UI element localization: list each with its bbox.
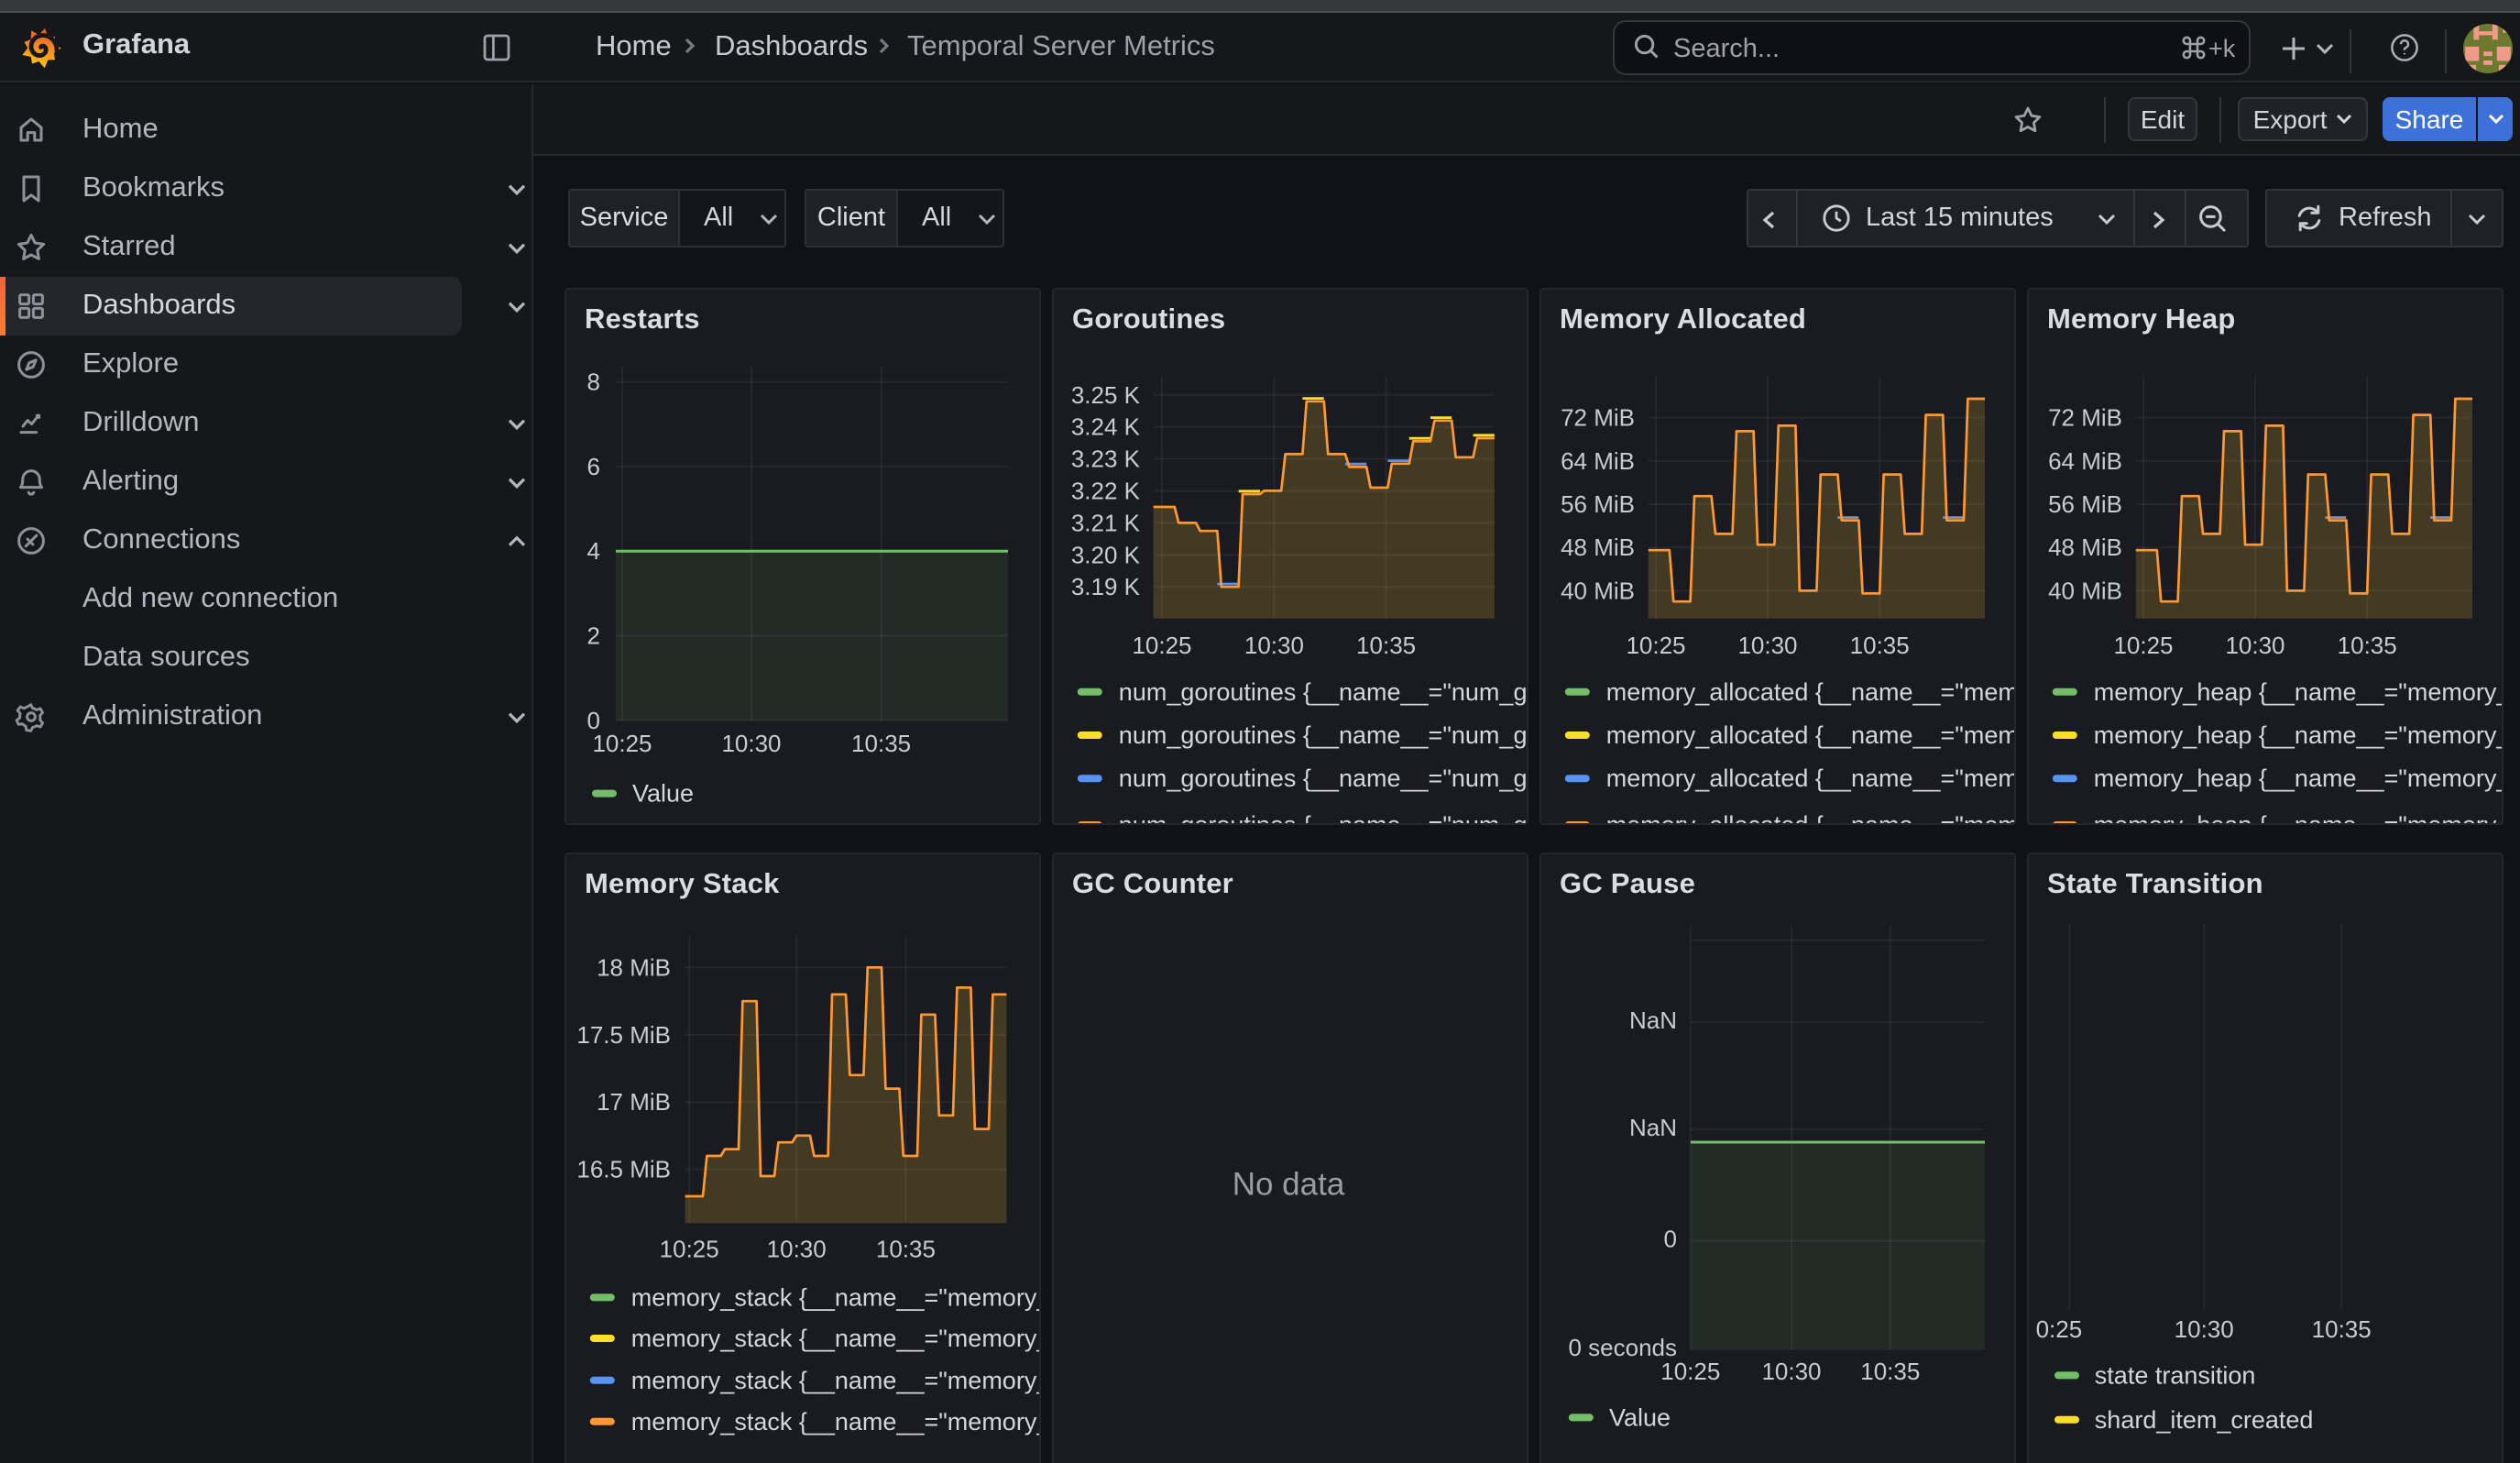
- svg-text:10:25: 10:25: [1660, 1358, 1720, 1385]
- svg-text:72 MiB: 72 MiB: [2048, 404, 2122, 432]
- svg-text:memory_stack {__name__="memory: memory_stack {__name__="memory_stack", i…: [631, 1367, 1041, 1394]
- svg-text:3.23 K: 3.23 K: [1071, 446, 1141, 473]
- svg-text:memory_heap {__name__="memory_: memory_heap {__name__="memory_heap", ins…: [2094, 811, 2504, 825]
- svg-text:num_goroutines {__name__="num_: num_goroutines {__name__="num_goroutines…: [1119, 678, 1528, 706]
- svg-text:num_goroutines {__name__="num_: num_goroutines {__name__="num_goroutines…: [1119, 811, 1528, 825]
- svg-text:3.22 K: 3.22 K: [1071, 478, 1141, 505]
- svg-text:10:35: 10:35: [1860, 1358, 1920, 1385]
- svg-text:10:25: 10:25: [1626, 632, 1685, 659]
- svg-text:48 MiB: 48 MiB: [1561, 534, 1635, 561]
- svg-text:shard_item_created: shard_item_created: [2095, 1406, 2314, 1434]
- svg-text:10:30: 10:30: [2225, 632, 2284, 659]
- svg-text:Value: Value: [632, 780, 694, 808]
- svg-text:3.19 K: 3.19 K: [1071, 573, 1141, 600]
- svg-text:0: 0: [587, 707, 600, 734]
- svg-text:memory_heap {__name__="memory_: memory_heap {__name__="memory_heap", ins…: [2094, 764, 2504, 792]
- svg-text:10:35: 10:35: [1850, 632, 1910, 659]
- svg-text:10:25: 10:25: [592, 730, 652, 757]
- svg-text:3.20 K: 3.20 K: [1071, 541, 1141, 568]
- svg-text:memory_stack {__name__="memory: memory_stack {__name__="memory_stack", i…: [631, 1408, 1041, 1436]
- svg-text:64 MiB: 64 MiB: [2048, 447, 2122, 475]
- svg-text:6: 6: [587, 453, 600, 480]
- svg-text:40 MiB: 40 MiB: [2048, 577, 2122, 604]
- svg-text:Value: Value: [1609, 1403, 1671, 1431]
- svg-text:3.21 K: 3.21 K: [1071, 509, 1141, 536]
- svg-text:memory_allocated {__name__="me: memory_allocated {__name__="memory_alloc…: [1606, 721, 2016, 749]
- svg-text:0:25: 0:25: [2036, 1315, 2083, 1343]
- svg-text:10:35: 10:35: [1356, 632, 1416, 659]
- svg-text:memory_allocated {__name__="me: memory_allocated {__name__="memory_alloc…: [1606, 811, 2016, 825]
- svg-text:10:35: 10:35: [876, 1236, 936, 1263]
- svg-text:72 MiB: 72 MiB: [1561, 404, 1635, 432]
- svg-text:10:25: 10:25: [660, 1236, 719, 1263]
- svg-text:10:25: 10:25: [2113, 632, 2173, 659]
- svg-text:No data: No data: [1233, 1167, 1345, 1203]
- svg-text:10:30: 10:30: [1761, 1358, 1821, 1385]
- svg-text:10:25: 10:25: [1132, 632, 1191, 659]
- svg-text:10:35: 10:35: [851, 730, 911, 757]
- svg-text:40 MiB: 40 MiB: [1561, 577, 1635, 604]
- svg-text:18 MiB: 18 MiB: [597, 953, 671, 981]
- svg-text:16.5 MiB: 16.5 MiB: [576, 1156, 671, 1183]
- svg-text:memory_allocated {__name__="me: memory_allocated {__name__="memory_alloc…: [1606, 678, 2016, 706]
- svg-text:64 MiB: 64 MiB: [1561, 447, 1635, 475]
- svg-text:NaN: NaN: [1629, 1006, 1677, 1034]
- svg-text:memory_stack {__name__="memory: memory_stack {__name__="memory_stack", i…: [631, 1325, 1041, 1352]
- svg-text:2: 2: [587, 622, 600, 649]
- svg-text:48 MiB: 48 MiB: [2048, 534, 2122, 561]
- svg-text:10:30: 10:30: [2175, 1315, 2234, 1343]
- svg-text:10:30: 10:30: [767, 1236, 827, 1263]
- svg-text:10:30: 10:30: [1737, 632, 1797, 659]
- svg-text:3.25 K: 3.25 K: [1071, 381, 1141, 409]
- svg-text:17 MiB: 17 MiB: [597, 1088, 671, 1116]
- svg-text:memory_heap {__name__="memory_: memory_heap {__name__="memory_heap", ins…: [2094, 678, 2504, 706]
- svg-text:10:30: 10:30: [1244, 632, 1304, 659]
- svg-text:num_goroutines {__name__="num_: num_goroutines {__name__="num_goroutines…: [1119, 721, 1528, 749]
- svg-text:56 MiB: 56 MiB: [2048, 490, 2122, 518]
- svg-text:17.5 MiB: 17.5 MiB: [576, 1021, 671, 1049]
- svg-text:0 seconds: 0 seconds: [1568, 1334, 1677, 1361]
- svg-text:0: 0: [1664, 1226, 1677, 1253]
- svg-text:num_goroutines {__name__="num_: num_goroutines {__name__="num_goroutines…: [1119, 764, 1528, 792]
- svg-text:memory_stack {__name__="memory: memory_stack {__name__="memory_stack", i…: [631, 1283, 1041, 1311]
- svg-text:state transition: state transition: [2095, 1361, 2256, 1389]
- svg-text:56 MiB: 56 MiB: [1561, 490, 1635, 518]
- svg-text:memory_allocated {__name__="me: memory_allocated {__name__="memory_alloc…: [1606, 764, 2016, 792]
- svg-text:3.24 K: 3.24 K: [1071, 413, 1141, 441]
- svg-text:memory_heap {__name__="memory_: memory_heap {__name__="memory_heap", ins…: [2094, 721, 2504, 749]
- svg-text:10:35: 10:35: [2312, 1315, 2372, 1343]
- svg-text:8: 8: [587, 368, 600, 396]
- svg-text:10:30: 10:30: [721, 730, 781, 757]
- svg-text:10:35: 10:35: [2338, 632, 2397, 659]
- svg-text:NaN: NaN: [1629, 1114, 1677, 1141]
- svg-text:4: 4: [587, 537, 600, 565]
